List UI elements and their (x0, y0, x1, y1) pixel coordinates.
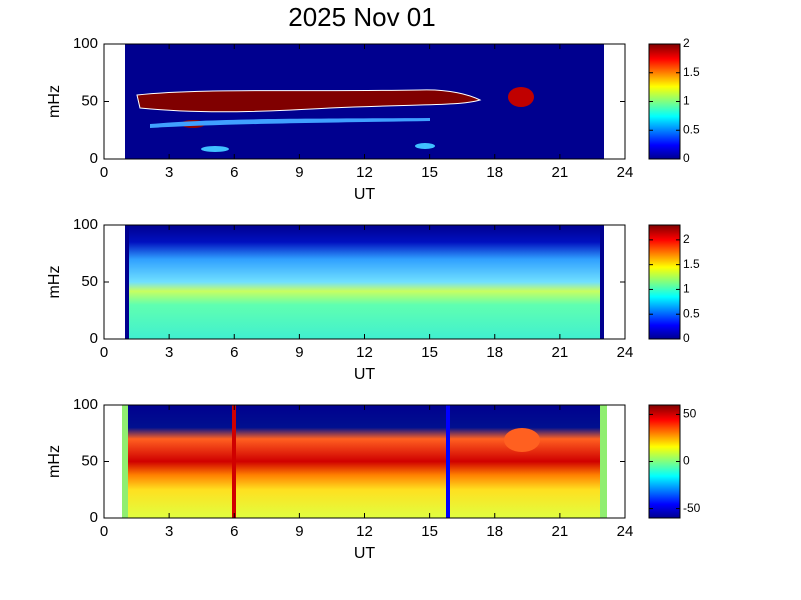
colorbar-tick-label: 0 (683, 454, 690, 468)
y-axis-label: mHz (46, 445, 63, 478)
x-tick-label: 6 (230, 523, 238, 540)
x-tick-label: 24 (617, 164, 634, 181)
x-tick-label: 6 (230, 344, 238, 361)
x-tick-label: 18 (486, 344, 503, 361)
y-axis-label: mHz (46, 85, 63, 118)
colorbar-2 (649, 225, 680, 339)
figure-title: 2025 Nov 01 (288, 2, 435, 32)
colorbar-tick-label: 0.5 (683, 122, 700, 136)
x-axis-label: UT (354, 186, 376, 203)
colorbar-1 (649, 44, 680, 159)
x-tick-label: 0 (100, 344, 108, 361)
colorbar-tick-label: 50 (683, 407, 697, 421)
x-tick-label: 9 (295, 523, 303, 540)
x-tick-label: 3 (165, 164, 173, 181)
x-tick-label: 21 (552, 164, 569, 181)
x-tick-label: 6 (230, 164, 238, 181)
colorbar-tick-label: 1 (683, 282, 690, 296)
x-tick-label: 24 (617, 523, 634, 540)
x-tick-label: 0 (100, 523, 108, 540)
x-tick-label: 3 (165, 344, 173, 361)
y-tick-label: 50 (81, 92, 98, 109)
x-tick-label: 24 (617, 344, 634, 361)
x-tick-label: 9 (295, 344, 303, 361)
spectrogram-2 (125, 225, 604, 339)
x-tick-label: 3 (165, 523, 173, 540)
x-tick-label: 15 (421, 523, 438, 540)
x-tick-label: 15 (421, 344, 438, 361)
x-tick-label: 18 (486, 523, 503, 540)
colorbar-frame (648, 224, 681, 340)
colorbar-tick-label: -50 (683, 501, 701, 515)
colorbar-3 (649, 405, 680, 518)
x-tick-label: 21 (552, 523, 569, 540)
x-tick-label: 18 (486, 164, 503, 181)
y-tick-label: 0 (90, 150, 98, 167)
colorbar-tick-label: 2 (683, 232, 690, 246)
spectrogram-1 (125, 44, 604, 159)
colorbar-tick-label: 0 (683, 331, 690, 345)
colorbar-tick-label: 1.5 (683, 65, 700, 79)
x-axis-label: UT (354, 545, 376, 562)
colorbar-tick-label: 1.5 (683, 257, 700, 271)
y-tick-label: 100 (73, 396, 98, 413)
colorbar-tick-label: 0.5 (683, 306, 700, 320)
y-tick-label: 100 (73, 216, 98, 233)
colorbar-tick-label: 2 (683, 36, 690, 50)
x-tick-label: 15 (421, 164, 438, 181)
x-tick-label: 9 (295, 164, 303, 181)
colorbar-tick-label: 0 (683, 151, 690, 165)
colorbar-tick-label: 1 (683, 94, 690, 108)
y-tick-label: 50 (81, 273, 98, 290)
y-tick-label: 50 (81, 452, 98, 469)
spectrogram-3 (122, 405, 607, 518)
y-tick-label: 100 (73, 35, 98, 52)
y-tick-label: 0 (90, 330, 98, 347)
x-tick-label: 12 (356, 344, 373, 361)
x-axis-label: UT (354, 366, 376, 383)
y-axis-label: mHz (46, 266, 63, 299)
x-tick-label: 0 (100, 164, 108, 181)
x-tick-label: 21 (552, 344, 569, 361)
x-tick-label: 12 (356, 164, 373, 181)
y-tick-label: 0 (90, 509, 98, 526)
x-tick-label: 12 (356, 523, 373, 540)
